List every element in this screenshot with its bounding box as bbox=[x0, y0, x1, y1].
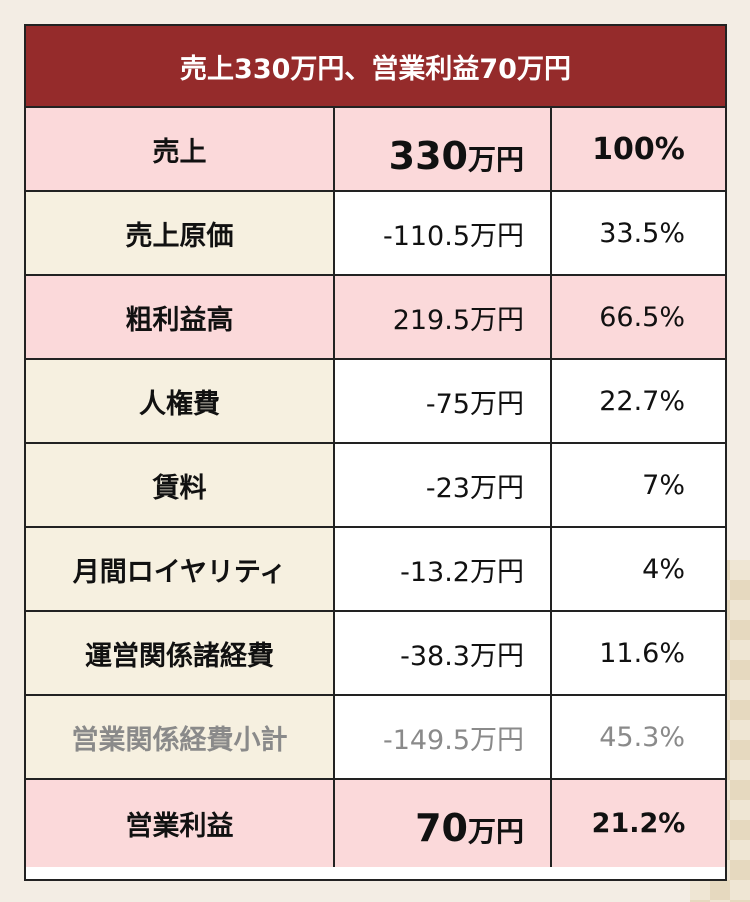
row-percent: 66.5% bbox=[552, 276, 725, 358]
row-label: 賃料 bbox=[26, 444, 335, 526]
table-row-operating-expenses: 運営関係諸経費 -38.3万円 11.6% bbox=[26, 612, 725, 696]
amount-number: 330 bbox=[388, 134, 468, 178]
row-amount: -23万円 bbox=[335, 444, 552, 526]
row-label: 月間ロイヤリティ bbox=[26, 528, 335, 610]
row-amount: 330 万円 bbox=[335, 108, 552, 190]
row-label: 人権費 bbox=[26, 360, 335, 442]
row-percent: 4% bbox=[552, 528, 725, 610]
row-percent: 45.3% bbox=[552, 696, 725, 778]
row-amount: -110.5万円 bbox=[335, 192, 552, 274]
row-amount: 219.5万円 bbox=[335, 276, 552, 358]
table-row-sales: 売上 330 万円 100% bbox=[26, 108, 725, 192]
table-row-gross-profit: 粗利益高 219.5万円 66.5% bbox=[26, 276, 725, 360]
row-percent: 22.7% bbox=[552, 360, 725, 442]
row-label: 営業関係経費小計 bbox=[26, 696, 335, 778]
table-row-rent: 賃料 -23万円 7% bbox=[26, 444, 725, 528]
row-label: 売上原価 bbox=[26, 192, 335, 274]
row-label: 営業利益 bbox=[26, 780, 335, 867]
row-amount: -149.5万円 bbox=[335, 696, 552, 778]
amount-number: 70 bbox=[415, 806, 468, 850]
table-header: 売上330万円、営業利益70万円 bbox=[26, 26, 725, 108]
row-amount: 70 万円 bbox=[335, 780, 552, 867]
amount-unit: 万円 bbox=[467, 815, 524, 848]
row-percent: 11.6% bbox=[552, 612, 725, 694]
profit-table: 売上330万円、営業利益70万円 売上 330 万円 100% 売上原価 -11… bbox=[24, 24, 727, 881]
row-percent: 21.2% bbox=[552, 780, 725, 867]
row-amount: -75万円 bbox=[335, 360, 552, 442]
table-row-personnel: 人権費 -75万円 22.7% bbox=[26, 360, 725, 444]
row-amount: -13.2万円 bbox=[335, 528, 552, 610]
table-row-expense-subtotal: 営業関係経費小計 -149.5万円 45.3% bbox=[26, 696, 725, 780]
table-row-royalty: 月間ロイヤリティ -13.2万円 4% bbox=[26, 528, 725, 612]
row-percent: 7% bbox=[552, 444, 725, 526]
table-row-operating-profit: 営業利益 70 万円 21.2% bbox=[26, 780, 725, 867]
row-percent: 100% bbox=[552, 108, 725, 190]
amount-unit: 万円 bbox=[467, 143, 524, 176]
table-row-cost-of-sales: 売上原価 -110.5万円 33.5% bbox=[26, 192, 725, 276]
row-label: 売上 bbox=[26, 108, 335, 190]
row-amount: -38.3万円 bbox=[335, 612, 552, 694]
row-label: 粗利益高 bbox=[26, 276, 335, 358]
row-label: 運営関係諸経費 bbox=[26, 612, 335, 694]
row-percent: 33.5% bbox=[552, 192, 725, 274]
